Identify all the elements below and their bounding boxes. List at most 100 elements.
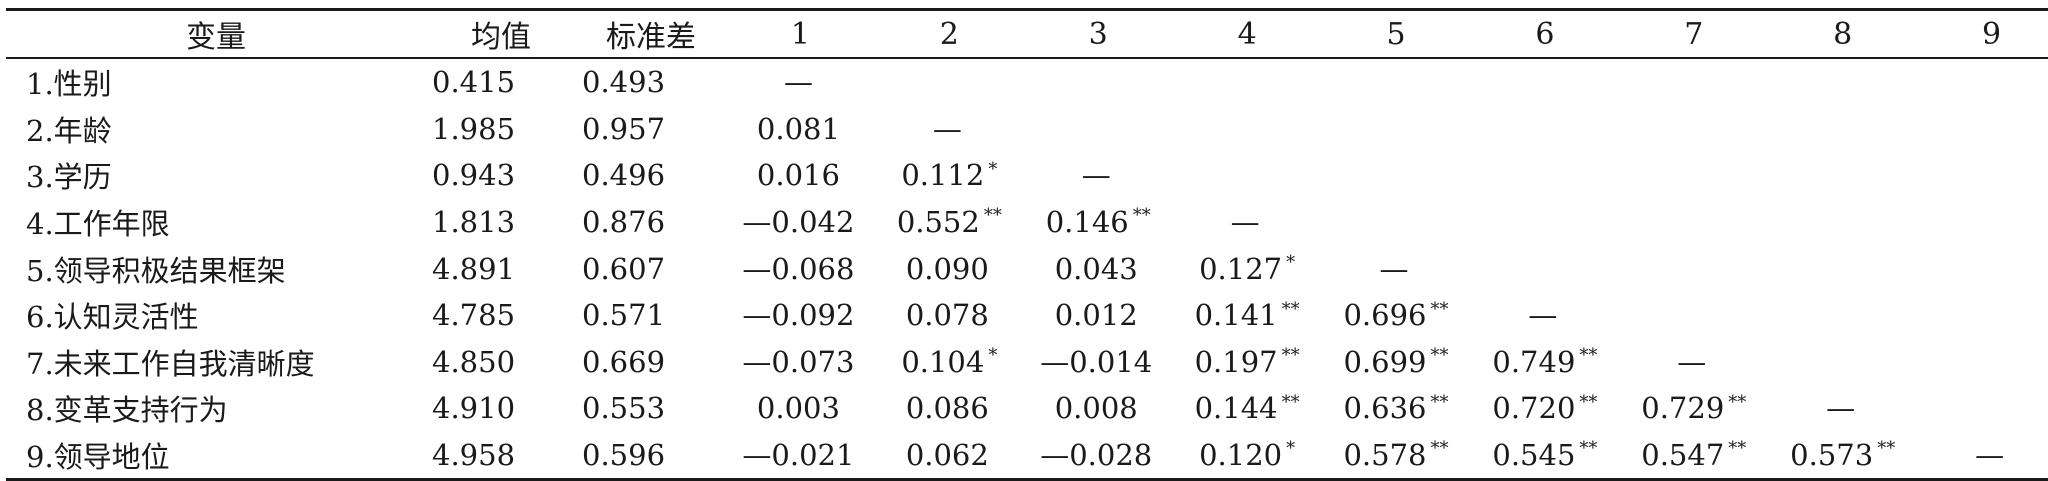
significance-marker: *: [988, 158, 998, 180]
correlation-cell: —: [726, 58, 875, 106]
sd-cell: 0.957: [582, 111, 666, 146]
diagonal-dash: —: [1975, 438, 2005, 473]
correlation-value: 0.086: [905, 391, 989, 426]
correlation-value: 0.749: [1492, 344, 1576, 379]
correlation-table: 变量 均值 标准差 1 2 3 4 5 6 7 8 9 1.性别 0.415 0.4…: [6, 8, 2048, 481]
mean-cell: 4.891: [432, 251, 516, 286]
significance-marker: **: [1579, 391, 1598, 413]
correlation-cell: [1470, 152, 1619, 199]
correlation-cell: [1917, 292, 2048, 339]
significance-marker: *: [1286, 252, 1296, 274]
correlation-cell: 0.120 *: [1173, 432, 1322, 480]
correlation-value: 0.547: [1641, 438, 1725, 473]
variable-label: 5.领导积极结果框架: [26, 253, 286, 288]
correlation-cell: [1917, 245, 2048, 292]
correlation-cell: [1917, 106, 2048, 153]
correlation-cell: 0.636 **: [1322, 385, 1471, 432]
correlation-cell: [1917, 152, 2048, 199]
correlation-cell: 0.545 **: [1470, 432, 1619, 480]
correlation-cell: 0.573 **: [1768, 432, 1917, 480]
correlation-cell: —: [875, 106, 1024, 153]
correlation-cell: 0.729 **: [1619, 385, 1768, 432]
correlation-cell: —0.021: [726, 432, 875, 480]
correlation-cell: [1619, 152, 1768, 199]
correlation-cell: [1768, 199, 1917, 246]
correlation-cell: [1173, 152, 1322, 199]
correlation-table-container: 变量 均值 标准差 1 2 3 4 5 6 7 8 9 1.性别 0.415 0.4…: [6, 8, 2048, 481]
header-sd: 标准差: [606, 20, 696, 55]
correlation-value: 0.720: [1492, 391, 1576, 426]
correlation-cell: [1322, 199, 1471, 246]
correlation-value: 0.078: [905, 298, 989, 333]
correlation-cell: 0.104 *: [875, 339, 1024, 386]
correlation-value: 0.197: [1194, 344, 1278, 379]
correlation-cell: [1024, 106, 1173, 153]
correlation-cell: 0.699 **: [1322, 339, 1471, 386]
correlation-cell: [1470, 245, 1619, 292]
table-body: 1.性别 0.415 0.493 — 2.年龄 1.985 0.957 0.081 — 3.学历 0…: [6, 58, 2048, 480]
significance-marker: **: [1281, 345, 1300, 367]
correlation-value: 0.120: [1199, 438, 1283, 473]
significance-marker: **: [1579, 438, 1598, 460]
correlation-cell: —: [1470, 292, 1619, 339]
table-row: 4.工作年限 1.813 0.876 —0.042 0.552 ** 0.146 ** —: [6, 199, 2048, 246]
correlation-value: 0.016: [756, 158, 840, 193]
correlation-cell: —0.028: [1024, 432, 1173, 480]
correlation-cell: [1619, 106, 1768, 153]
header-col-7: 7: [1684, 16, 1704, 52]
correlation-value: 0.573: [1790, 438, 1874, 473]
sd-cell: 0.669: [582, 344, 666, 379]
table-row: 3.学历 0.943 0.496 0.016 0.112 * —: [6, 152, 2048, 199]
mean-cell: 4.785: [432, 298, 516, 333]
correlation-cell: 0.003: [726, 385, 875, 432]
mean-cell: 0.943: [432, 158, 516, 193]
correlation-cell: 0.086: [875, 385, 1024, 432]
table-header-row: 变量 均值 标准差 1 2 3 4 5 6 7 8 9: [6, 9, 2048, 58]
significance-marker: *: [988, 345, 998, 367]
correlation-value: —0.068: [742, 251, 855, 286]
correlation-cell: 0.547 **: [1619, 432, 1768, 480]
significance-marker: **: [1877, 438, 1896, 460]
correlation-cell: [1768, 245, 1917, 292]
correlation-value: 0.043: [1054, 251, 1138, 286]
table-row: 6.认知灵活性 4.785 0.571 —0.092 0.078 0.012 0.141 **…: [6, 292, 2048, 339]
correlation-value: 0.729: [1641, 391, 1725, 426]
diagonal-dash: —: [783, 65, 813, 100]
correlation-cell: —0.092: [726, 292, 875, 339]
correlation-value: 0.104: [901, 344, 985, 379]
correlation-cell: —: [1322, 245, 1471, 292]
significance-marker: **: [1728, 438, 1747, 460]
correlation-cell: 0.146 **: [1024, 199, 1173, 246]
correlation-cell: —: [1619, 339, 1768, 386]
correlation-value: 0.090: [905, 251, 989, 286]
correlation-cell: 0.578 **: [1322, 432, 1471, 480]
table-row: 5.领导积极结果框架 4.891 0.607 —0.068 0.090 0.043 0.12…: [6, 245, 2048, 292]
diagonal-dash: —: [1528, 298, 1558, 333]
correlation-cell: [1768, 292, 1917, 339]
header-col-6: 6: [1535, 16, 1555, 52]
variable-label: 4.工作年限: [26, 207, 170, 242]
correlation-cell: —0.073: [726, 339, 875, 386]
variable-label: 8.变革支持行为: [26, 393, 228, 428]
table-row: 1.性别 0.415 0.493 —: [6, 58, 2048, 106]
header-col-8: 8: [1833, 16, 1853, 52]
sd-cell: 0.607: [582, 251, 666, 286]
correlation-cell: [1173, 58, 1322, 106]
variable-label: 2.年龄: [26, 113, 112, 148]
correlation-value: 0.127: [1199, 251, 1283, 286]
correlation-cell: [1768, 58, 1917, 106]
header-col-3: 3: [1088, 16, 1108, 52]
header-mean: 均值: [471, 20, 531, 55]
significance-marker: **: [1132, 205, 1151, 227]
correlation-cell: —0.042: [726, 199, 875, 246]
correlation-cell: —: [1768, 385, 1917, 432]
correlation-cell: [1024, 58, 1173, 106]
correlation-value: 0.578: [1343, 438, 1427, 473]
correlation-cell: [1619, 292, 1768, 339]
correlation-value: —0.042: [742, 205, 855, 240]
correlation-cell: [1768, 152, 1917, 199]
correlation-value: 0.696: [1343, 298, 1427, 333]
correlation-cell: [1322, 58, 1471, 106]
correlation-value: 0.636: [1343, 391, 1427, 426]
correlation-value: 0.081: [756, 111, 840, 146]
